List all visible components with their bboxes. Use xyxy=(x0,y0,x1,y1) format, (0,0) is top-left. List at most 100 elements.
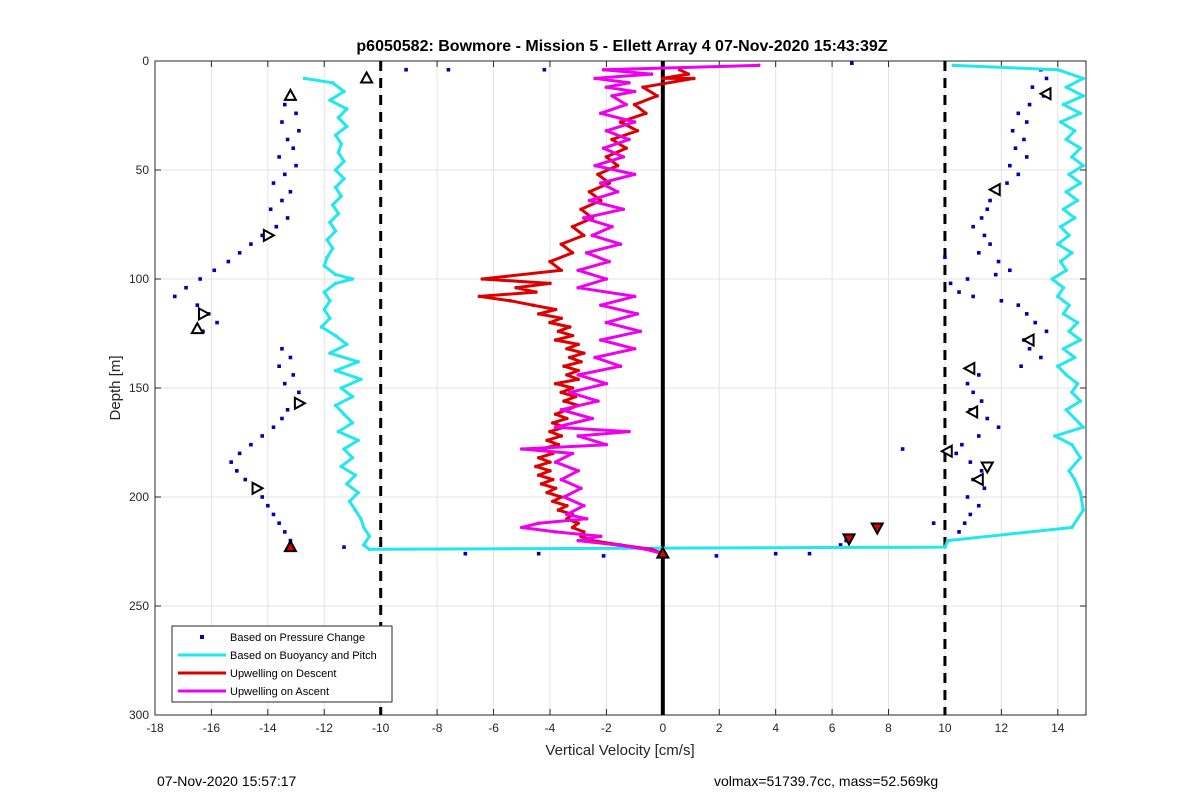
series-point-3 xyxy=(579,486,583,491)
pressure-point xyxy=(957,530,961,534)
series-point-1 xyxy=(328,351,332,355)
series-point-1 xyxy=(1072,128,1077,133)
series-point-2 xyxy=(514,285,518,290)
series-point-3 xyxy=(621,207,626,212)
series-point-3 xyxy=(570,451,575,456)
series-point-1 xyxy=(367,547,372,552)
series-point-1 xyxy=(1072,355,1077,360)
series-point-3 xyxy=(604,85,609,89)
pressure-point xyxy=(271,425,276,430)
series-point-1 xyxy=(1072,216,1077,220)
series-point-2 xyxy=(570,386,575,390)
series-point-1 xyxy=(951,63,956,68)
series-point-2 xyxy=(559,268,564,273)
pressure-point xyxy=(988,198,992,203)
series-point-1 xyxy=(336,150,341,155)
pressure-point xyxy=(280,416,284,421)
series-point-1 xyxy=(333,281,338,286)
series-point-1 xyxy=(328,316,332,321)
series-point-2 xyxy=(567,325,572,329)
x-tick-label: -10 xyxy=(372,721,390,735)
series-point-1 xyxy=(1078,111,1083,116)
series-point-1 xyxy=(1081,508,1085,512)
series-point-3 xyxy=(627,429,631,434)
series-point-2 xyxy=(534,464,538,469)
y-tick-label: 200 xyxy=(129,490,149,504)
pressure-point xyxy=(954,451,959,456)
marker-triangle-left xyxy=(1021,332,1035,348)
pressure-point xyxy=(1024,155,1029,159)
marker-triangle-up xyxy=(190,321,205,335)
series-point-1 xyxy=(1055,67,1060,72)
series-point-2 xyxy=(615,163,620,168)
series-point-1 xyxy=(1061,285,1066,290)
series-point-1 xyxy=(1067,172,1071,177)
marker-triangle-up xyxy=(359,70,374,84)
series-point-1 xyxy=(339,194,344,198)
pressure-point xyxy=(850,61,854,65)
pressure-point xyxy=(931,521,936,525)
pressure-point xyxy=(226,259,231,264)
x-tick-label: 4 xyxy=(772,721,779,735)
series-point-3 xyxy=(567,390,572,395)
series-point-1 xyxy=(1072,477,1077,482)
marker-triangle-left xyxy=(939,444,953,459)
footer-timestamp: 07-Nov-2020 15:57:17 xyxy=(157,773,297,789)
pressure-point xyxy=(282,530,287,534)
series-point-1 xyxy=(1067,233,1071,238)
series-point-2 xyxy=(539,482,544,486)
pressure-point xyxy=(260,233,265,238)
series-point-1 xyxy=(1064,85,1069,89)
pressure-point xyxy=(282,172,287,177)
x-axis-label: Vertical Velocity [cm/s] xyxy=(545,742,694,759)
pressure-point xyxy=(1022,137,1026,142)
series-point-2 xyxy=(570,224,575,229)
y-tick-label: 100 xyxy=(129,272,149,286)
marker-triangle-right xyxy=(251,481,265,496)
series-point-1 xyxy=(1058,224,1063,229)
pressure-point xyxy=(294,163,298,168)
series-point-2 xyxy=(576,342,580,347)
pressure-point xyxy=(294,111,298,116)
pressure-point xyxy=(274,224,279,229)
y-tick-label: 150 xyxy=(129,381,149,395)
series-point-1 xyxy=(1078,146,1083,150)
series-point-2 xyxy=(644,111,648,116)
pressure-point xyxy=(943,255,947,259)
pressure-point xyxy=(1016,172,1021,177)
series-point-3 xyxy=(593,76,597,81)
pressure-point xyxy=(773,551,778,556)
series-point-3 xyxy=(590,233,595,238)
series-point-3 xyxy=(618,242,623,246)
series-point-1 xyxy=(1070,155,1074,159)
series-point-1 xyxy=(1058,120,1063,124)
series-point-3 xyxy=(576,538,580,543)
x-tick-label: 10 xyxy=(938,721,952,735)
series-point-2 xyxy=(536,455,541,460)
pressure-point xyxy=(1030,85,1035,89)
pressure-point xyxy=(979,399,984,403)
pressure-point xyxy=(285,137,290,142)
series-point-1 xyxy=(322,264,327,268)
series-point-1 xyxy=(330,81,335,85)
series-point-3 xyxy=(576,434,580,438)
series-point-2 xyxy=(553,338,558,342)
series-point-1 xyxy=(1081,94,1085,98)
pressure-point xyxy=(249,242,253,246)
series-point-3 xyxy=(632,172,637,177)
series-point-3 xyxy=(519,525,524,530)
series-point-1 xyxy=(342,447,346,451)
pressure-point xyxy=(1039,355,1043,360)
series-point-1 xyxy=(345,482,349,486)
series-point-1 xyxy=(333,368,338,373)
series-point-1 xyxy=(333,133,338,137)
pressure-point xyxy=(342,545,346,549)
series-layer xyxy=(172,61,1085,715)
series-point-1 xyxy=(1053,434,1057,438)
pressure-point xyxy=(976,373,981,377)
marker-triangle-up xyxy=(283,87,298,101)
footer-stats: volmax=51739.7cc, mass=52.569kg xyxy=(714,773,939,789)
pressure-point xyxy=(996,259,1001,264)
pressure-point xyxy=(960,442,964,447)
pressure-point xyxy=(982,486,987,491)
